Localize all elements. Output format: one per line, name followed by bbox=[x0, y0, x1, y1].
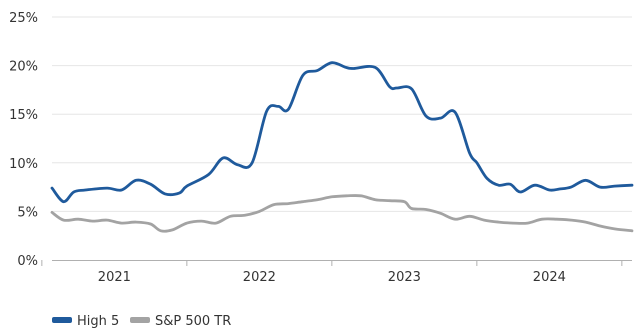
legend-swatch-sp-500-tr bbox=[130, 317, 150, 323]
x-tick-label: 2021 bbox=[98, 270, 131, 285]
y-tick-label: 5% bbox=[17, 205, 38, 220]
x-axis-category-labels: 2021 2022 2023 2024 bbox=[98, 270, 566, 285]
x-tick-label: 2024 bbox=[533, 270, 566, 285]
x-axis bbox=[41, 260, 632, 266]
legend-item-sp-500-tr[interactable]: S&P 500 TR bbox=[130, 314, 231, 329]
series-line-high-5 bbox=[50, 61, 634, 204]
series-line-sp-500-tr bbox=[50, 194, 634, 233]
y-tick-label: 25% bbox=[9, 11, 38, 26]
legend-label-sp-500-tr: S&P 500 TR bbox=[155, 314, 231, 329]
y-tick-label: 10% bbox=[9, 157, 38, 172]
y-tick-label: 0% bbox=[17, 254, 38, 269]
y-tick-label: 20% bbox=[9, 60, 38, 75]
y-tick-label: 15% bbox=[9, 108, 38, 123]
grid-lines bbox=[52, 16, 632, 212]
legend-swatch-high-5 bbox=[52, 317, 72, 323]
legend: High 5 S&P 500 TR bbox=[52, 314, 231, 329]
y-axis-tick-labels: 0% 5% 10% 15% 20% 25% bbox=[9, 11, 38, 269]
legend-item-high-5[interactable]: High 5 bbox=[52, 314, 119, 329]
series-lines bbox=[50, 61, 634, 233]
x-tick-label: 2022 bbox=[243, 270, 276, 285]
legend-label-high-5: High 5 bbox=[77, 314, 119, 329]
x-tick-label: 2023 bbox=[388, 270, 421, 285]
